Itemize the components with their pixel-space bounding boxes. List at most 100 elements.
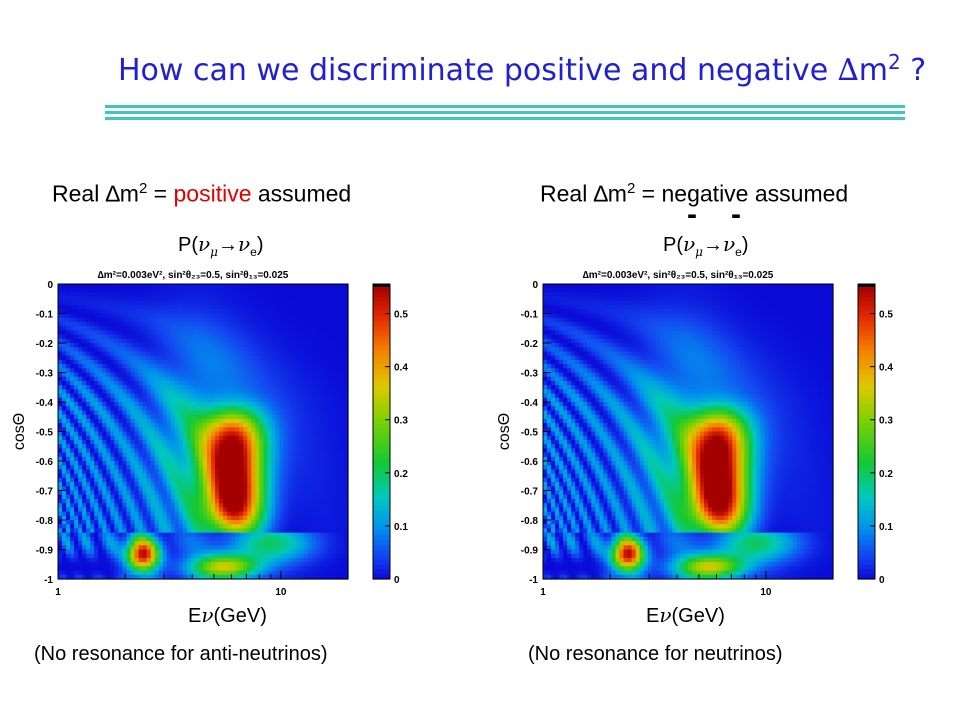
heatmap-cell xyxy=(291,444,297,449)
heatmap-cell xyxy=(339,520,345,525)
heatmap-cell xyxy=(194,418,200,424)
heatmap-cell xyxy=(275,566,281,572)
heatmap-cell xyxy=(86,557,91,563)
heatmap-cell xyxy=(78,376,83,382)
heatmap-cell xyxy=(207,321,212,327)
heatmap-cell xyxy=(198,343,204,348)
heatmap-cell xyxy=(94,334,99,340)
heatmap-cell xyxy=(58,389,63,395)
heatmap-cell xyxy=(158,300,164,306)
heatmap-cell xyxy=(114,473,120,479)
heatmap-cell xyxy=(154,461,160,466)
heatmap-cell xyxy=(231,477,236,483)
heatmap-cell xyxy=(335,503,341,508)
heatmap-cell xyxy=(138,490,144,496)
heatmap-cell xyxy=(174,541,180,546)
heatmap-cell xyxy=(58,376,63,382)
heatmap-cell xyxy=(154,448,160,454)
heatmap-cell xyxy=(299,321,305,327)
heatmap-cell xyxy=(90,469,95,475)
heatmap-cell xyxy=(255,435,260,441)
heatmap-cell xyxy=(211,372,216,378)
heatmap-cell xyxy=(62,313,67,319)
heatmap-cell xyxy=(186,524,192,530)
heatmap-cell xyxy=(174,359,180,365)
heatmap-cell xyxy=(287,364,293,369)
heatmap-cell xyxy=(94,410,99,416)
heatmap-cell xyxy=(231,347,236,353)
heatmap-cell xyxy=(211,486,216,492)
heatmap-cell xyxy=(259,288,265,294)
heatmap-cell xyxy=(126,427,132,433)
heatmap-cell xyxy=(291,511,297,517)
heatmap-cell xyxy=(142,406,148,412)
heatmap-cell xyxy=(110,347,115,353)
heatmap-cell xyxy=(303,549,309,555)
heatmap-cell xyxy=(275,473,281,479)
heatmap-cell xyxy=(178,338,184,344)
heatmap-cell xyxy=(291,528,297,534)
heatmap-cell xyxy=(62,574,67,580)
heatmap-cell xyxy=(182,423,188,428)
heatmap-cell xyxy=(182,414,188,420)
heatmap-cell xyxy=(243,418,248,424)
heatmap-cell xyxy=(295,397,301,403)
heatmap-cell xyxy=(114,385,120,390)
heatmap-cell xyxy=(339,410,345,416)
heatmap-cell xyxy=(243,444,248,449)
heatmap-cell xyxy=(146,494,152,500)
heatmap-cell xyxy=(267,326,273,331)
heatmap-cell xyxy=(299,456,305,462)
heatmap-cell xyxy=(251,570,256,576)
heatmap-cell xyxy=(150,515,156,521)
heatmap-cell xyxy=(263,300,269,306)
heatmap-cell xyxy=(78,385,83,390)
heatmap-cell xyxy=(178,284,184,289)
heatmap-cell xyxy=(255,520,260,525)
heatmap-cell xyxy=(339,397,345,403)
heatmap-cell xyxy=(279,359,285,365)
heatmap-cell xyxy=(303,347,309,353)
heatmap-cell xyxy=(90,376,95,382)
heatmap-cell xyxy=(66,364,71,369)
heatmap-cell xyxy=(190,473,196,479)
heatmap-cell xyxy=(303,520,309,525)
heatmap-cell xyxy=(315,364,321,369)
heatmap-cell xyxy=(102,410,107,416)
heatmap-cell xyxy=(134,317,140,323)
heatmap-cell xyxy=(291,557,297,563)
heatmap-cell xyxy=(70,515,75,521)
heatmap-cell xyxy=(307,439,313,445)
heatmap-cell xyxy=(118,309,124,315)
heatmap-cell xyxy=(231,385,236,390)
heatmap-cell xyxy=(263,469,269,475)
heatmap-cell xyxy=(194,376,200,382)
heatmap-cell xyxy=(283,330,289,336)
heatmap-cell xyxy=(267,494,273,500)
heatmap-cell xyxy=(227,494,232,500)
heatmap-cell xyxy=(243,461,248,466)
heatmap-cell xyxy=(78,498,83,504)
heatmap-cell xyxy=(158,461,164,466)
heatmap-cell xyxy=(102,473,107,479)
heatmap-cell xyxy=(235,448,240,454)
heatmap-cell xyxy=(114,389,120,395)
heatmap-cell xyxy=(150,528,156,534)
heatmap-cell xyxy=(327,364,333,369)
heatmap-cell xyxy=(235,562,240,567)
heatmap-cell xyxy=(174,423,180,428)
heatmap-cell xyxy=(267,532,273,538)
heatmap-cell xyxy=(62,511,67,517)
heatmap-cell xyxy=(291,330,297,336)
heatmap-cell xyxy=(267,389,273,395)
heatmap-cell xyxy=(247,536,252,542)
heatmap-cell xyxy=(267,372,273,378)
heatmap-cell xyxy=(170,380,176,386)
heatmap-cell xyxy=(154,389,160,395)
heatmap-cell xyxy=(303,574,309,580)
heatmap-cell xyxy=(198,334,204,340)
heatmap-cell xyxy=(126,380,132,386)
heatmap-cell xyxy=(211,368,216,374)
heatmap-cell xyxy=(211,359,216,365)
heatmap-cell xyxy=(114,355,120,361)
